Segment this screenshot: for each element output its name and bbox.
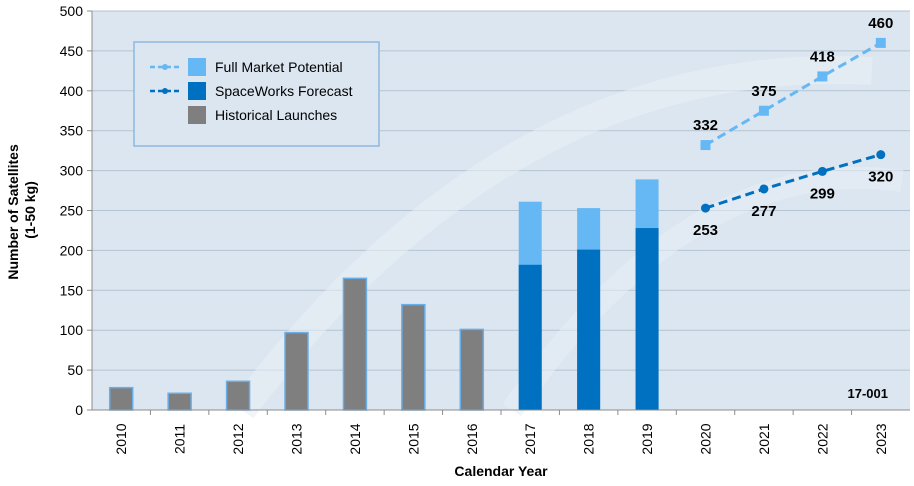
x-tick-label: 2014 (347, 423, 363, 454)
legend-label-spaceworks-forecast: SpaceWorks Forecast (215, 83, 353, 99)
point-full-market-potential (875, 37, 886, 48)
x-tick-label: 2023 (873, 423, 889, 454)
watermark (230, 56, 904, 419)
y-tick-label: 150 (60, 282, 84, 298)
y-tick-label: 500 (60, 3, 84, 19)
data-label-spaceworks-forecast: 277 (751, 203, 776, 220)
x-tick-label: 2019 (639, 423, 655, 454)
x-tick-label: 2021 (756, 423, 772, 454)
legend-label-historical-launches: Historical Launches (215, 107, 337, 123)
bar-spaceworks-forecast-2018 (577, 249, 601, 410)
bar-historical-launches-2013 (284, 331, 309, 411)
bar-historical-launches-2012 (225, 380, 251, 411)
legend: Full Market Potential SpaceWorks Forecast… (133, 41, 380, 147)
figure-code-annotation: 17-001 (848, 386, 888, 401)
bar-historical-launches-2011 (167, 392, 192, 411)
x-tick-label: 2022 (814, 423, 830, 454)
forecast-lines (700, 37, 886, 213)
point-spaceworks-forecast (759, 184, 769, 194)
x-tick-label: 2015 (405, 423, 421, 454)
x-axis-title: Calendar Year (454, 463, 548, 479)
x-tick-label: 2012 (230, 423, 246, 454)
y-tick-label: 300 (60, 163, 84, 179)
point-full-market-potential (817, 71, 828, 82)
y-axis-title-line2: (1-50 kg) (22, 181, 38, 239)
bar-historical-launches-2014 (342, 277, 368, 411)
data-label-full-market-potential: 460 (868, 15, 893, 32)
legend-swatch-full-market-potential (188, 58, 206, 76)
watermark-arc (502, 166, 904, 417)
legend-swatch-historical-launches (188, 106, 206, 124)
bar-historical-launches-2016 (459, 328, 485, 411)
bar-historical-launches-2010 (108, 386, 134, 411)
point-spaceworks-forecast (876, 150, 886, 160)
bars (108, 179, 659, 411)
x-tick-label: 2020 (698, 423, 714, 454)
point-spaceworks-forecast (701, 203, 710, 213)
point-full-market-potential (758, 105, 769, 116)
x-tick-label: 2017 (522, 423, 538, 454)
legend-label-full-market-potential: Full Market Potential (215, 59, 343, 75)
data-label-full-market-potential: 375 (751, 83, 776, 100)
y-tick-label: 400 (60, 83, 84, 99)
y-axis-title: Number of Satellites (1-50 kg) (5, 140, 38, 279)
x-tick-label: 2010 (113, 423, 129, 454)
x-tick-label: 2018 (581, 423, 597, 454)
y-tick-label: 250 (60, 203, 84, 219)
legend-marker-full-market-potential (162, 64, 168, 70)
legend-marker-spaceworks-forecast (162, 88, 168, 94)
x-tick-label: 2016 (464, 423, 480, 454)
legend-swatch-spaceworks-forecast (188, 82, 206, 100)
bar-spaceworks-forecast-2019 (635, 228, 659, 410)
x-tick-label: 2013 (289, 423, 305, 454)
data-label-spaceworks-forecast: 253 (693, 222, 718, 239)
y-tick-labels: 0 50 100 150 200 250 300 350 400 450 500 (60, 3, 92, 418)
y-tick-label: 350 (60, 123, 84, 139)
y-axis-title-line1: Number of Satellites (5, 144, 21, 280)
data-label-spaceworks-forecast: 320 (868, 169, 893, 186)
legend-box (133, 41, 380, 147)
x-tick-labels: 2010 2011 2012 2013 2014 2015 2016 2017 2018 2019… (113, 410, 889, 455)
y-tick-label: 200 (60, 242, 84, 258)
data-label-full-market-potential: 332 (693, 117, 718, 134)
bar-historical-launches-2015 (401, 303, 426, 411)
y-tick-label: 50 (67, 362, 83, 378)
x-tick-label: 2011 (172, 424, 188, 454)
bar-spaceworks-forecast-2017 (518, 264, 542, 410)
watermark-arc (230, 56, 873, 419)
line-full-market-potential (704, 41, 882, 147)
y-tick-label: 450 (60, 43, 84, 59)
data-labels: 332 375 418 460 253 277 299 320 (693, 15, 893, 239)
data-label-full-market-potential: 418 (810, 48, 835, 65)
line-spaceworks-forecast (705, 153, 882, 210)
point-full-market-potential (700, 140, 711, 151)
y-tick-label: 100 (60, 322, 84, 338)
y-tick-label: 0 (75, 402, 83, 418)
point-spaceworks-forecast (817, 166, 827, 176)
data-label-spaceworks-forecast: 299 (810, 185, 835, 202)
